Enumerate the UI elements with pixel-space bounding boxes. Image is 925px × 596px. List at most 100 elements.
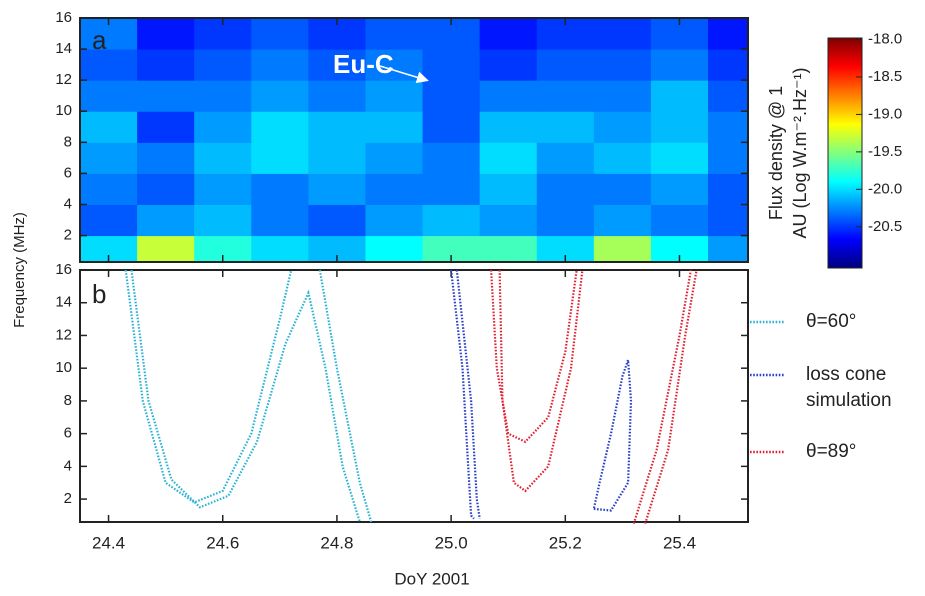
heat-cell xyxy=(251,235,309,262)
heat-cell xyxy=(365,204,424,237)
y-tick-label: 6 xyxy=(64,164,72,181)
y-tick-label: 4 xyxy=(64,195,72,212)
heat-cell xyxy=(194,173,252,205)
heat-cell xyxy=(422,49,481,81)
heat-cell xyxy=(137,235,195,262)
heat-cell xyxy=(194,142,252,174)
heat-cell xyxy=(593,204,652,237)
heat-cell xyxy=(650,80,709,112)
y-axis-label: Frequency (MHz) xyxy=(11,212,28,328)
heat-cell xyxy=(536,142,595,174)
heat-cell xyxy=(365,111,424,143)
heat-cell xyxy=(308,80,366,112)
heat-cell xyxy=(536,80,595,112)
heat-cell xyxy=(479,204,538,237)
panel-label: b xyxy=(92,279,106,309)
heat-cell xyxy=(251,49,309,81)
heat-cell xyxy=(194,111,252,143)
heat-cell xyxy=(708,111,748,143)
heat-cell xyxy=(593,142,652,174)
y-tick-label: 10 xyxy=(55,359,72,376)
heat-cell xyxy=(308,142,366,174)
heat-cell xyxy=(365,18,424,50)
heat-cell xyxy=(137,18,195,50)
heat-cell xyxy=(593,49,652,81)
heat-cell xyxy=(650,111,709,143)
heat-cell xyxy=(708,173,748,205)
legend-label: loss cone simulation xyxy=(806,364,892,411)
heat-cell xyxy=(251,80,309,112)
heat-cell xyxy=(194,204,252,237)
heat-cell xyxy=(422,173,481,205)
heat-cell xyxy=(308,173,366,205)
x-tick-label: 25.0 xyxy=(435,533,468,552)
plot-frame xyxy=(79,17,749,263)
heat-cell xyxy=(650,142,709,174)
heat-cell xyxy=(536,49,595,81)
heat-cell xyxy=(708,49,748,81)
heat-cell xyxy=(708,80,748,112)
heat-cell xyxy=(479,18,538,50)
y-tick-label: 12 xyxy=(55,326,72,343)
heat-cell xyxy=(251,111,309,143)
heat-cell xyxy=(308,204,366,237)
colorbar-tick-label: -18.5 xyxy=(868,68,902,85)
series-line xyxy=(490,269,698,524)
legend-label: θ=89° xyxy=(806,441,857,462)
heat-cell xyxy=(422,204,481,237)
heat-cell xyxy=(365,80,424,112)
colorbar-label: AU (Log W.m⁻².Hz⁻¹) xyxy=(790,67,810,238)
heat-cell xyxy=(308,111,366,143)
heat-cell xyxy=(593,235,652,262)
x-axis-label: DoY 2001 xyxy=(394,569,469,588)
heat-cell xyxy=(365,235,424,262)
y-tick-label: 16 xyxy=(55,261,72,278)
heat-cell xyxy=(650,173,709,205)
heat-cell xyxy=(80,111,138,143)
heat-cell xyxy=(593,173,652,205)
heat-cell xyxy=(251,204,309,237)
y-tick-label: 10 xyxy=(55,102,72,119)
heat-cell xyxy=(137,80,195,112)
colorbar xyxy=(827,37,863,269)
heat-cell xyxy=(80,49,138,81)
heat-cell xyxy=(708,18,748,50)
y-tick-label: 6 xyxy=(64,425,72,442)
colorbar-tick-label: -18.0 xyxy=(868,30,902,47)
annotation-arrow xyxy=(379,65,429,84)
x-tick-label: 24.6 xyxy=(206,533,239,552)
heat-cell xyxy=(80,80,138,112)
x-tick-label: 25.2 xyxy=(549,533,582,552)
heat-cell xyxy=(80,142,138,174)
heat-cell xyxy=(137,49,195,81)
heat-cell xyxy=(536,111,595,143)
y-tick-label: 14 xyxy=(55,294,72,311)
heat-cell xyxy=(365,142,424,174)
y-tick-label: 2 xyxy=(64,490,72,507)
x-tick-label: 25.4 xyxy=(663,533,696,552)
heat-cell xyxy=(308,49,366,81)
heat-cell xyxy=(650,204,709,237)
heat-cell xyxy=(251,173,309,205)
y-tick-label: 8 xyxy=(64,392,72,409)
plot-frame xyxy=(79,269,749,523)
heat-cell xyxy=(479,49,538,81)
heat-cell xyxy=(80,204,138,237)
heat-cell xyxy=(194,49,252,81)
heat-cell xyxy=(708,142,748,174)
heat-cell xyxy=(422,80,481,112)
series-line xyxy=(124,269,373,523)
series-line xyxy=(450,269,633,520)
colorbar-tick-label: -20.0 xyxy=(868,180,902,197)
y-tick-label: 8 xyxy=(64,133,72,150)
y-tick-label: 4 xyxy=(64,457,72,474)
annotation: Eu-C xyxy=(333,49,394,79)
heat-cell xyxy=(593,80,652,112)
heat-cell xyxy=(251,18,309,50)
heat-cell xyxy=(708,235,748,262)
y-tick-label: 16 xyxy=(55,9,72,26)
x-tick-label: 24.8 xyxy=(320,533,353,552)
heat-cell xyxy=(137,173,195,205)
